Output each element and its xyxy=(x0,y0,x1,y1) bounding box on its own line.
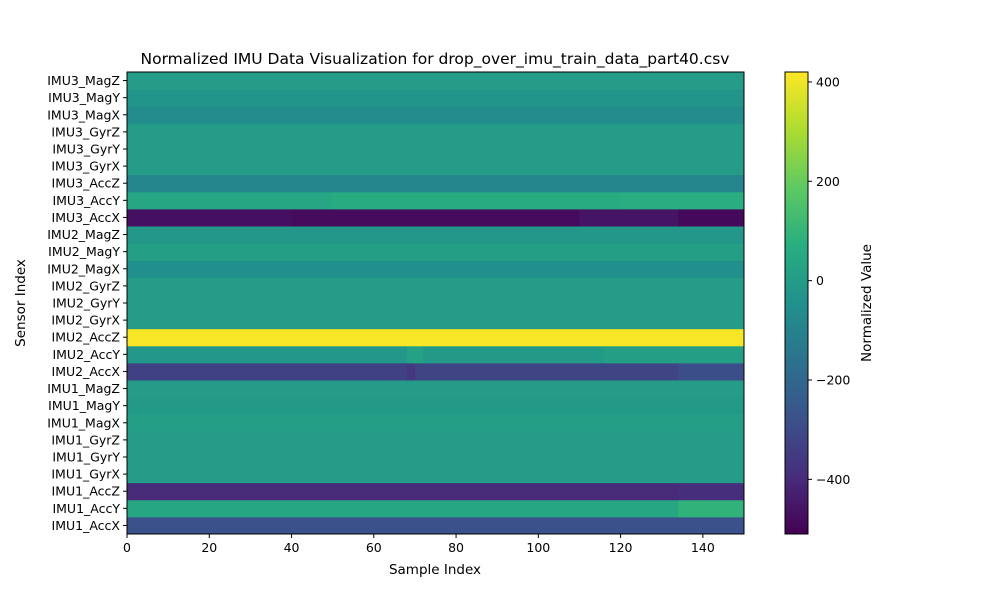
y-tick-label: IMU2_AccY xyxy=(52,347,120,362)
x-axis-label: Sample Index xyxy=(389,562,481,578)
heatmap-cell xyxy=(127,397,745,415)
y-tick-label: IMU2_AccZ xyxy=(52,330,120,345)
heatmap-cell xyxy=(127,516,745,535)
y-tick-label: IMU3_GyrZ xyxy=(51,124,120,139)
heatmap-cell xyxy=(406,345,424,364)
y-tick-label: IMU1_GyrY xyxy=(52,450,120,465)
heatmap-cell xyxy=(127,431,745,449)
y-tick-label: IMU1_AccX xyxy=(52,518,121,533)
y-tick-label: IMU1_GyrX xyxy=(51,467,120,482)
heatmap-cell xyxy=(127,140,745,159)
y-tick-label: IMU2_MagX xyxy=(47,261,120,276)
y-tick-label: IMU2_AccX xyxy=(52,364,121,379)
y-axis-ticks: IMU1_AccX IMU1_AccY IMU1_AccZ IMU1_GyrX IMU1… xyxy=(47,73,127,533)
heatmap-cell xyxy=(678,362,745,381)
heatmap-cell xyxy=(423,345,605,364)
heatmap-cell xyxy=(678,482,745,501)
heatmap-cell xyxy=(127,345,408,364)
y-tick-label: IMU2_MagZ xyxy=(47,227,120,242)
heatmap-cell xyxy=(127,208,293,227)
colorbar-tick-label: 0 xyxy=(816,273,824,288)
y-tick-label: IMU3_GyrY xyxy=(52,142,120,157)
heatmap-cell xyxy=(127,260,745,278)
heatmap-cell xyxy=(127,277,745,295)
heatmap-cell xyxy=(291,208,580,227)
heatmap-cell xyxy=(579,208,679,227)
heatmap-cell xyxy=(127,294,745,313)
y-tick-label: IMU3_GyrX xyxy=(51,159,120,174)
heatmap-cell xyxy=(678,208,745,227)
heatmap-cell xyxy=(127,380,745,398)
heatmap-cells xyxy=(127,72,745,535)
colorbar-ticks: 400 200 0 −200 −400 xyxy=(808,74,850,487)
heatmap-cell xyxy=(127,414,745,432)
x-tick-label: 40 xyxy=(284,540,300,555)
y-tick-label: IMU2_GyrY xyxy=(52,296,120,311)
heatmap-cell xyxy=(332,191,622,210)
heatmap-cell xyxy=(127,89,745,107)
x-tick-label: 0 xyxy=(123,540,131,555)
y-tick-label: IMU2_GyrZ xyxy=(51,278,120,293)
colorbar-tick-label: −400 xyxy=(816,472,850,487)
heatmap-cell xyxy=(127,123,745,141)
heatmap-cell xyxy=(127,465,745,484)
y-tick-label: IMU3_MagZ xyxy=(47,73,120,88)
y-tick-label: IMU1_AccY xyxy=(52,501,120,516)
y-tick-label: IMU3_MagX xyxy=(47,107,120,122)
heatmap-cell xyxy=(127,362,408,381)
y-tick-label: IMU3_AccX xyxy=(52,210,121,225)
heatmap-cell xyxy=(127,499,679,518)
heatmap-cell xyxy=(620,191,745,210)
heatmap-cell xyxy=(604,345,745,364)
colorbar-label: Normalized Value xyxy=(859,244,875,362)
x-tick-label: 60 xyxy=(366,540,382,555)
heatmap-cell xyxy=(127,72,745,90)
x-tick-label: 80 xyxy=(448,540,464,555)
y-tick-label: IMU3_AccY xyxy=(52,193,120,208)
heatmap-cell xyxy=(127,328,745,347)
y-tick-label: IMU1_MagZ xyxy=(47,381,120,396)
colorbar-tick-label: −200 xyxy=(816,373,850,388)
y-tick-label: IMU1_GyrZ xyxy=(51,432,120,447)
chart-title: Normalized IMU Data Visualization for dr… xyxy=(141,50,730,69)
heatmap-cell xyxy=(127,191,334,210)
heatmap-cell xyxy=(127,157,745,176)
x-axis-ticks: 0 20 40 60 80 100 120 140 xyxy=(123,534,715,555)
heatmap-cell xyxy=(127,226,745,244)
x-tick-label: 140 xyxy=(691,540,715,555)
heatmap-cell xyxy=(414,362,679,381)
colorbar-tick-label: 200 xyxy=(816,174,840,189)
heatmap-cell xyxy=(406,362,416,381)
y-tick-label: IMU3_MagY xyxy=(48,90,120,105)
colorbar-tick-label: 400 xyxy=(816,74,840,89)
y-tick-label: IMU1_MagY xyxy=(48,398,120,413)
colorbar xyxy=(784,71,809,535)
y-tick-label: IMU1_AccZ xyxy=(52,484,120,499)
y-tick-label: IMU3_AccZ xyxy=(52,176,120,191)
x-tick-label: 100 xyxy=(526,540,550,555)
heatmap-cell xyxy=(127,482,679,501)
x-tick-label: 120 xyxy=(609,540,633,555)
y-axis-label: Sensor Index xyxy=(13,259,29,347)
y-tick-label: IMU2_GyrX xyxy=(51,313,120,328)
heatmap-cell xyxy=(127,243,745,261)
heatmap-cell xyxy=(127,174,745,193)
y-tick-label: IMU1_MagX xyxy=(47,415,120,430)
heatmap-cell xyxy=(127,448,745,467)
heatmap-cell xyxy=(127,311,745,330)
heatmap-cell xyxy=(127,106,745,124)
heatmap-cell xyxy=(678,499,745,518)
x-tick-label: 20 xyxy=(201,540,217,555)
y-tick-label: IMU2_MagY xyxy=(48,244,120,259)
